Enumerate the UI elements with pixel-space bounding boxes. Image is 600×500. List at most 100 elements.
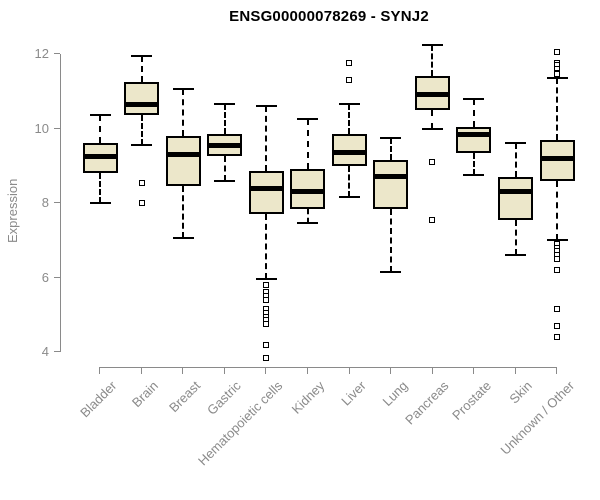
median-line: [165, 152, 201, 158]
lower-whisker-cap: [297, 222, 319, 225]
x-axis-tick: [265, 367, 267, 374]
upper-whisker-cap: [214, 103, 236, 106]
x-tick-label: Brain: [129, 378, 162, 411]
outlier-point: [263, 341, 270, 348]
outlier-point: [263, 281, 270, 288]
median-line: [207, 142, 243, 148]
lower-whisker-cap: [380, 270, 402, 273]
median-line: [248, 185, 284, 191]
y-tick-label: 4: [41, 344, 49, 359]
upper-whisker-line: [514, 143, 517, 177]
x-tick-label: Kidney: [288, 378, 328, 417]
outlier-point: [554, 71, 561, 78]
outlier-point: [429, 216, 436, 223]
x-tick-label: Liver: [338, 378, 369, 409]
outlier-point: [138, 200, 145, 206]
upper-whisker-line: [182, 89, 185, 136]
x-tick-label: Prostate: [448, 378, 494, 423]
y-axis-tick: [54, 276, 60, 278]
lower-whisker-cap: [421, 127, 443, 130]
upper-whisker-line: [348, 104, 351, 135]
lower-whisker-line: [348, 165, 351, 198]
x-axis-tick: [473, 367, 475, 374]
lower-whisker-cap: [505, 254, 526, 257]
lower-whisker-cap: [131, 144, 153, 147]
x-axis-tick: [182, 367, 184, 374]
box: [248, 171, 284, 215]
y-tick-label: 6: [41, 269, 49, 285]
lower-whisker-cap: [463, 174, 485, 177]
median-line: [331, 150, 367, 156]
outlier-point: [346, 60, 353, 67]
outlier-point: [554, 255, 561, 262]
x-axis-tick: [431, 367, 433, 374]
x-axis-tick: [223, 367, 225, 374]
lower-whisker-line: [265, 214, 268, 280]
upper-whisker-line: [306, 119, 309, 170]
outlier-point: [429, 159, 436, 166]
upper-whisker-cap: [172, 88, 194, 91]
lower-whisker-line: [223, 156, 226, 181]
upper-whisker-cap: [89, 114, 111, 117]
outlier-point: [554, 334, 561, 341]
upper-whisker-line: [99, 115, 101, 144]
upper-whisker-line: [140, 55, 143, 82]
upper-whisker-cap: [297, 118, 319, 121]
median-line: [290, 189, 326, 195]
box: [165, 135, 201, 187]
upper-whisker-cap: [131, 54, 153, 57]
lower-whisker-line: [472, 152, 475, 176]
lower-whisker-line: [182, 186, 185, 239]
x-tick-label: Lung: [379, 378, 411, 410]
upper-whisker-cap: [463, 97, 485, 100]
upper-whisker-cap: [380, 136, 402, 139]
x-tick-label: Gastric: [204, 378, 245, 418]
y-axis-tick: [54, 53, 60, 55]
upper-whisker-cap: [546, 77, 568, 80]
median-line: [456, 131, 492, 137]
upper-whisker-cap: [505, 142, 526, 145]
y-axis-tick: [54, 127, 60, 129]
outlier-point: [554, 306, 561, 313]
upper-whisker-line: [431, 44, 434, 77]
x-axis-tick: [307, 367, 308, 374]
lower-whisker-cap: [546, 239, 568, 242]
x-tick-label: Breast: [165, 378, 203, 416]
upper-whisker-line: [472, 98, 475, 127]
box: [373, 160, 409, 209]
outlier-point: [138, 179, 145, 186]
outlier-point: [263, 354, 270, 361]
x-axis-tick: [99, 367, 101, 374]
x-axis-tick: [556, 367, 558, 374]
outlier-point: [263, 296, 270, 303]
lower-whisker-line: [99, 173, 101, 203]
y-tick-label: 8: [41, 195, 49, 210]
upper-whisker-cap: [338, 103, 360, 106]
median-line: [124, 101, 160, 107]
box: [290, 169, 326, 209]
x-axis-tick: [140, 367, 142, 374]
lower-whisker-cap: [255, 278, 277, 281]
upper-whisker-cap: [255, 105, 277, 108]
upper-whisker-cap: [421, 43, 443, 46]
x-tick-label: Unknown / Other: [497, 378, 577, 458]
median-line: [539, 155, 575, 161]
x-axis-line: [100, 367, 558, 368]
median-line: [373, 174, 409, 180]
lower-whisker-line: [431, 109, 434, 129]
x-tick-label: Bladder: [77, 378, 120, 421]
lower-whisker-line: [514, 219, 517, 256]
lower-whisker-cap: [172, 237, 194, 240]
box: [124, 81, 160, 116]
outlier-point: [263, 321, 270, 328]
median-line: [498, 189, 533, 195]
lower-whisker-line: [556, 180, 559, 241]
lower-whisker-line: [389, 208, 392, 272]
y-tick-label: 12: [34, 46, 49, 61]
outlier-point: [346, 77, 353, 84]
median-line: [82, 153, 118, 159]
upper-whisker-line: [389, 137, 392, 161]
lower-whisker-cap: [89, 202, 111, 204]
